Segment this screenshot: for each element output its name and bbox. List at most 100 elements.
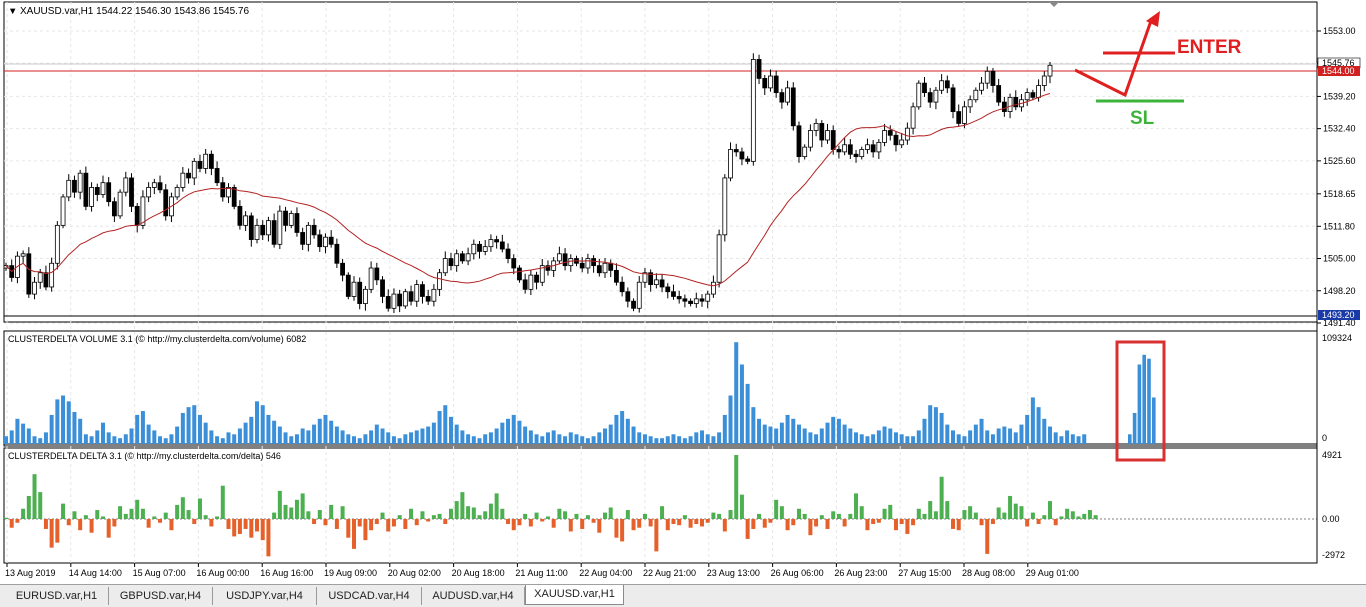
time-tick-label: 19 Aug 09:00 (324, 568, 377, 578)
delta-bar (791, 519, 796, 526)
volume-bar (409, 432, 414, 444)
candle-bear (380, 279, 385, 297)
candle-bull (933, 89, 939, 103)
delta-bar (996, 507, 1001, 519)
delta-bar (905, 519, 910, 534)
candle-bull (277, 210, 283, 245)
candle-bull (391, 293, 397, 309)
volume-bar (352, 436, 356, 444)
delta-bar (694, 519, 699, 524)
volume-bar (660, 438, 665, 444)
chart-tab[interactable]: XAUUSD.var,H1 (525, 585, 624, 605)
delta-tick-max: 4921 (1322, 450, 1342, 460)
volume-bar (796, 424, 801, 444)
volume-bar (1053, 432, 1058, 444)
volume-bar (112, 436, 117, 444)
time-tick-label: 13 Aug 2019 (5, 568, 56, 578)
volume-bar (534, 434, 539, 444)
delta-bar (854, 493, 859, 519)
price-chart[interactable]: ▼ XAUUSD.var,H1 1544.22 1546.30 1543.86 … (0, 0, 1366, 584)
delta-bar (374, 519, 379, 524)
delta-panel-header: CLUSTERDELTA DELTA 3.1 (© http://my.clus… (8, 451, 281, 461)
volume-bar (1048, 426, 1052, 444)
volume-bar (471, 436, 476, 444)
candle-bull (750, 59, 756, 162)
candle-bear (186, 172, 191, 179)
delta-bar (814, 519, 819, 527)
candle-bull (100, 182, 106, 195)
delta-bar (260, 519, 265, 541)
chart-tab[interactable]: AUDUSD.var,H4 (422, 587, 525, 605)
candle-bear (956, 111, 962, 124)
volume-bar (979, 418, 984, 444)
candle-bear (950, 87, 956, 112)
volume-bar (603, 428, 608, 444)
delta-bar (762, 519, 767, 528)
candle-bull (1036, 85, 1041, 98)
moving-average-line (5, 93, 1051, 287)
volume-tick-zero: 0 (1322, 433, 1327, 443)
volume-bar (905, 436, 910, 444)
candle-bull (89, 187, 94, 207)
candle-bull (876, 141, 882, 153)
volume-bar (243, 422, 248, 444)
chart-tab[interactable]: USDCAD.var,H4 (317, 587, 422, 605)
volume-bar (300, 428, 305, 444)
volume-bar (140, 411, 145, 444)
enter-label: ENTER (1177, 37, 1242, 58)
delta-bar (255, 519, 260, 532)
volume-bar (939, 412, 944, 444)
candle-bull (1007, 96, 1013, 112)
volume-bar (779, 422, 784, 444)
volume-bar (1082, 434, 1087, 444)
volume-bar (369, 430, 374, 444)
volume-bar (152, 430, 157, 444)
candle-bear (237, 205, 243, 226)
chart-tab[interactable]: EURUSD.var,H1 (5, 587, 109, 605)
time-tick-label: 14 Aug 14:00 (69, 568, 122, 578)
candle-bull (442, 258, 448, 274)
volume-bar (625, 418, 630, 444)
time-tick-label: 16 Aug 16:00 (260, 568, 313, 578)
volume-bar (38, 438, 43, 444)
delta-bar (4, 517, 8, 519)
delta-bar (431, 515, 436, 519)
delta-bar (945, 501, 950, 519)
candle-bear (311, 224, 317, 236)
candle-bear (499, 241, 505, 250)
volume-bar (865, 436, 870, 444)
chart-shift-icon[interactable] (1049, 2, 1059, 7)
volume-bar (705, 434, 710, 444)
menu-triangle-icon[interactable]: ▼ (8, 6, 17, 17)
chart-tab[interactable]: USDJPY.var,H4 (213, 587, 317, 605)
candle-bull (556, 253, 562, 262)
candle-bear (477, 243, 482, 252)
volume-bar (831, 416, 836, 444)
volume-bar (255, 401, 260, 444)
delta-bar (842, 519, 847, 527)
delta-bar (249, 519, 254, 538)
delta-bar (557, 508, 562, 519)
delta-bar (426, 519, 431, 522)
candle-bull (1024, 92, 1030, 101)
volume-bar (871, 434, 876, 444)
volume-bar (973, 424, 978, 444)
time-tick-label: 15 Aug 07:00 (133, 568, 186, 578)
candle-bear (260, 224, 266, 236)
delta-bar (585, 515, 590, 519)
chart-tab[interactable]: GBPUSD.var,H4 (109, 587, 213, 605)
volume-bar (123, 434, 128, 444)
volume-bar (277, 426, 282, 444)
price-tick-label: 1532.40 (1323, 124, 1356, 134)
delta-bar (152, 516, 157, 519)
delta-bar (466, 506, 471, 519)
candle-bull (123, 177, 129, 193)
volume-bar (563, 436, 568, 444)
candle-bear (157, 182, 163, 191)
delta-bar (123, 513, 128, 519)
delta-bar (540, 519, 545, 522)
candle-bull (482, 246, 488, 252)
time-tick-label: 20 Aug 18:00 (452, 568, 505, 578)
volume-bar (1025, 414, 1030, 444)
volume-bar (175, 426, 180, 444)
